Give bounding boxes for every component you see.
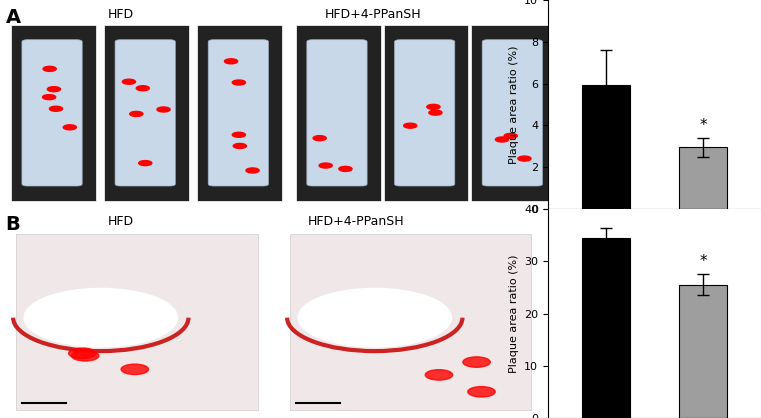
Circle shape [139, 161, 151, 166]
Text: HFD+4-PPanSH: HFD+4-PPanSH [308, 215, 404, 228]
FancyBboxPatch shape [17, 234, 257, 410]
FancyBboxPatch shape [22, 40, 82, 186]
Circle shape [63, 125, 76, 130]
Circle shape [298, 288, 451, 347]
Circle shape [68, 348, 96, 359]
FancyBboxPatch shape [104, 25, 189, 201]
Text: B: B [5, 215, 21, 234]
FancyBboxPatch shape [307, 40, 367, 186]
Y-axis label: Plaque area ratio (%): Plaque area ratio (%) [508, 254, 518, 373]
FancyBboxPatch shape [384, 25, 469, 201]
FancyBboxPatch shape [296, 25, 380, 201]
FancyBboxPatch shape [291, 234, 531, 410]
Circle shape [319, 163, 333, 168]
Bar [679, 147, 727, 209]
FancyBboxPatch shape [394, 40, 455, 186]
Circle shape [43, 94, 56, 99]
Circle shape [232, 80, 246, 85]
Circle shape [468, 387, 495, 397]
Circle shape [123, 79, 135, 84]
Circle shape [339, 166, 352, 171]
Circle shape [246, 168, 260, 173]
Circle shape [313, 135, 326, 140]
Circle shape [224, 59, 237, 64]
Circle shape [463, 357, 490, 367]
Circle shape [495, 137, 508, 142]
Text: HFD: HFD [107, 215, 134, 228]
Circle shape [518, 156, 531, 161]
Circle shape [49, 106, 62, 111]
Text: *: * [699, 118, 707, 133]
Circle shape [72, 351, 99, 361]
Circle shape [504, 133, 517, 138]
Circle shape [157, 107, 170, 112]
Circle shape [136, 86, 149, 91]
FancyBboxPatch shape [11, 25, 96, 201]
Circle shape [129, 112, 143, 117]
Circle shape [429, 110, 442, 115]
Circle shape [425, 370, 453, 380]
FancyBboxPatch shape [471, 25, 556, 201]
FancyBboxPatch shape [482, 40, 543, 186]
Bar [582, 238, 630, 418]
Bar [679, 285, 727, 418]
Circle shape [403, 123, 417, 128]
Circle shape [234, 143, 247, 148]
FancyBboxPatch shape [115, 40, 175, 186]
Text: HFD+4-PPanSH: HFD+4-PPanSH [324, 8, 421, 21]
Text: A: A [5, 8, 21, 27]
Circle shape [121, 364, 148, 375]
Text: *: * [699, 254, 707, 269]
Circle shape [427, 104, 440, 110]
Text: HFD: HFD [107, 8, 134, 21]
Y-axis label: Plaque area ratio (%): Plaque area ratio (%) [508, 45, 519, 164]
Bar [582, 84, 630, 209]
Circle shape [24, 288, 177, 347]
FancyBboxPatch shape [209, 40, 269, 186]
Circle shape [43, 66, 56, 71]
Circle shape [232, 132, 246, 137]
Circle shape [47, 87, 61, 92]
FancyBboxPatch shape [197, 25, 282, 201]
